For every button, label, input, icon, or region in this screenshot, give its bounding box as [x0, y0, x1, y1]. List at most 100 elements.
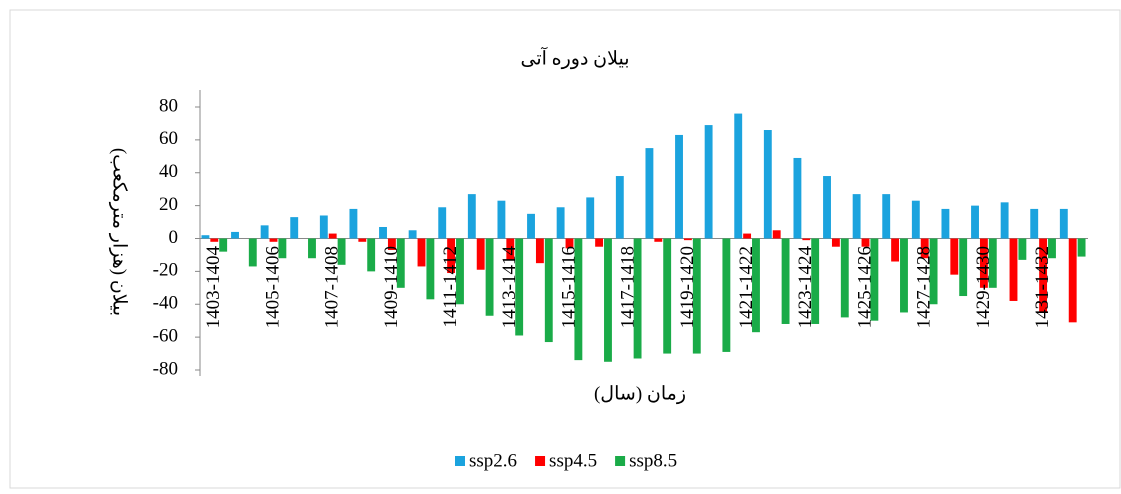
y-tick-label: 0	[169, 227, 179, 248]
bar	[535, 238, 544, 264]
bar	[1000, 202, 1009, 239]
legend-label: ssp2.6	[469, 450, 517, 471]
bar	[743, 233, 752, 239]
bar	[1039, 238, 1048, 313]
bar	[683, 238, 692, 241]
bar	[349, 208, 358, 239]
bar	[308, 238, 316, 259]
bar	[506, 238, 515, 260]
bar	[290, 217, 299, 239]
bar	[823, 176, 831, 239]
y-tick-label: 40	[159, 161, 178, 182]
bar	[604, 238, 612, 362]
bar	[1030, 208, 1039, 239]
y-tick-label: 60	[159, 128, 178, 149]
bar	[337, 238, 346, 265]
bar	[802, 238, 811, 241]
y-tick-label: -80	[153, 358, 178, 379]
bar	[456, 238, 464, 305]
x-axis-title: زمان (سال)	[594, 383, 686, 404]
bar	[574, 238, 583, 361]
bar	[704, 125, 713, 239]
bar	[278, 238, 287, 259]
bar	[971, 205, 979, 239]
bar	[763, 130, 772, 239]
x-tick-label: 1405-1406	[262, 246, 283, 328]
bar	[663, 238, 672, 354]
bar	[645, 148, 654, 239]
legend-swatch	[455, 456, 465, 466]
bar	[840, 238, 849, 318]
bar	[447, 238, 456, 274]
x-tick-label: 1431-1432	[1032, 246, 1053, 328]
bar	[476, 238, 485, 270]
bar	[988, 238, 997, 288]
bar	[467, 194, 476, 239]
bar	[595, 238, 604, 247]
bar	[920, 238, 929, 259]
legend-label: ssp4.5	[549, 450, 597, 471]
bar	[328, 233, 337, 239]
bar	[959, 238, 968, 297]
bar	[1048, 238, 1056, 259]
x-tick-label: 1421-1422	[736, 246, 757, 328]
bar	[675, 134, 683, 239]
bar	[379, 226, 387, 239]
bar	[861, 238, 870, 247]
bar	[891, 238, 900, 262]
y-axis-title: بیلان (هزار مترمکعب)	[109, 148, 130, 316]
bar	[269, 238, 278, 242]
bar	[870, 238, 879, 321]
bar	[1068, 238, 1077, 323]
bar	[396, 238, 405, 288]
bar	[734, 113, 743, 239]
bar	[219, 238, 228, 252]
bar	[527, 213, 535, 239]
x-tick-label: 1423-1424	[795, 246, 816, 329]
bar	[319, 215, 328, 239]
y-tick-label: -60	[153, 325, 178, 346]
x-tick-label: 1425-1426	[854, 246, 875, 328]
x-tick-label: 1411-1412	[440, 246, 461, 328]
bar	[752, 238, 760, 333]
bar	[201, 235, 210, 239]
bar	[781, 238, 790, 324]
chart-title: بیلان دوره آتی	[521, 46, 630, 69]
bar	[772, 230, 781, 239]
bar	[929, 238, 938, 305]
bar	[586, 197, 595, 239]
bar	[231, 231, 239, 239]
y-tick-label: -20	[153, 260, 178, 281]
bar	[248, 238, 257, 267]
bar	[556, 207, 565, 239]
bar	[692, 238, 701, 354]
bar	[408, 230, 417, 239]
bar	[900, 238, 908, 313]
x-tick-label: 1407-1408	[322, 246, 343, 328]
bar	[438, 207, 447, 239]
bar	[615, 176, 624, 239]
bar	[1009, 238, 1018, 301]
bar	[911, 200, 920, 239]
bar	[793, 157, 802, 239]
legend-swatch	[535, 456, 546, 466]
bar	[811, 238, 820, 324]
bar	[941, 208, 950, 239]
y-tick-label: 80	[159, 95, 178, 116]
bar	[831, 238, 840, 247]
bar	[358, 238, 367, 242]
x-tick-label: 1417-1418	[618, 246, 639, 328]
x-tick-label: 1413-1414	[499, 246, 520, 329]
y-tick-label: 20	[159, 194, 178, 215]
bar	[387, 238, 396, 251]
bar	[485, 238, 494, 316]
bar	[544, 238, 553, 343]
bar	[565, 238, 574, 249]
bar	[260, 225, 269, 239]
bar	[852, 194, 861, 239]
bar	[979, 238, 988, 288]
legend-label: ssp8.5	[629, 450, 677, 471]
x-tick-label: 1419-1420	[677, 246, 698, 328]
bar	[882, 194, 891, 239]
